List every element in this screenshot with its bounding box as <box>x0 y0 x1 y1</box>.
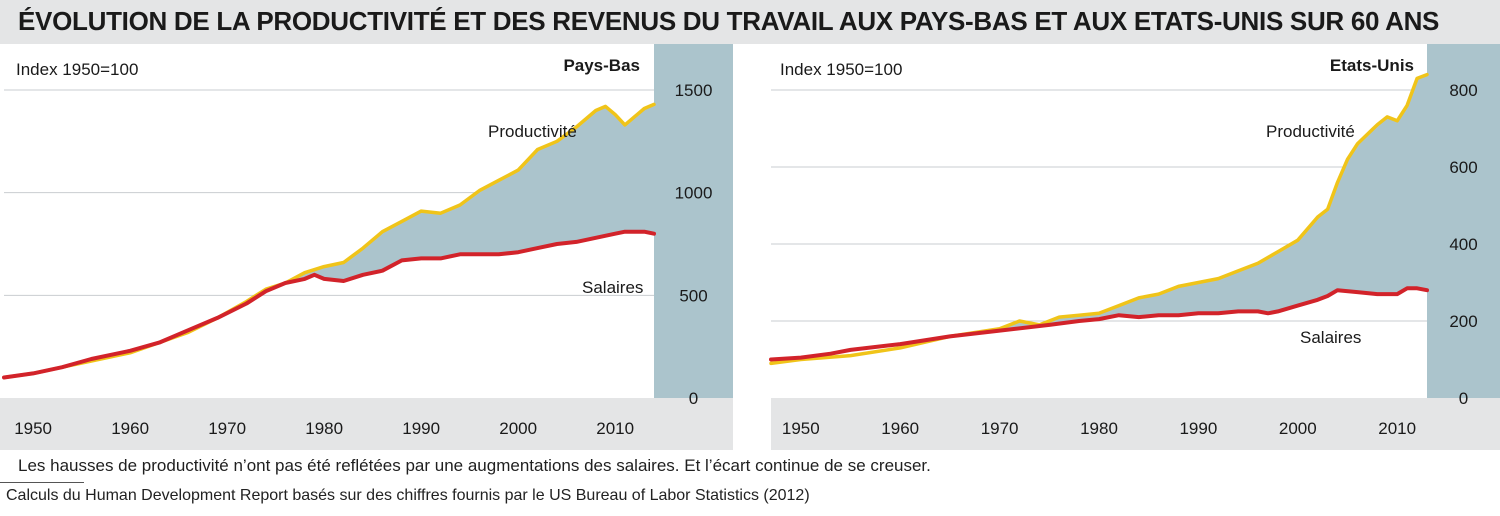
x-tick-label: 1990 <box>1179 419 1217 438</box>
annotation-productivite: Productivité <box>1266 122 1355 141</box>
x-tick-label: 1950 <box>782 419 820 438</box>
y-tick-label: 800 <box>1449 81 1477 100</box>
panel-label: Pays-Bas <box>563 56 640 75</box>
chart-source: Calculs du Human Development Report basé… <box>6 487 810 504</box>
x-tick-label: 1970 <box>208 419 246 438</box>
y-tick-label: 200 <box>1449 312 1477 331</box>
annotation-salaires: Salaires <box>582 278 643 297</box>
source-divider <box>0 482 84 483</box>
panel-label: Etats-Unis <box>1330 56 1414 75</box>
series-line-productivite <box>769 72 1429 366</box>
index-label: Index 1950=100 <box>16 60 138 79</box>
x-tick-label: 1960 <box>881 419 919 438</box>
series-line-salaires <box>769 286 1429 362</box>
panel-etats-unis: 0 200 400 600 800 1950 1960 1970 1980 1990 2000 201… <box>769 44 1500 450</box>
y-tick-label: 0 <box>689 389 698 408</box>
y-tick-label: 0 <box>1459 389 1468 408</box>
x-tick-label: 2000 <box>499 419 537 438</box>
x-tick-label: 1980 <box>1080 419 1118 438</box>
gap-area <box>771 74 1427 360</box>
x-tick-label: 1950 <box>14 419 52 438</box>
x-axis-band <box>771 398 1500 450</box>
chart-caption: Les hausses de productivité n’ont pas ét… <box>18 456 931 475</box>
x-tick-label: 2000 <box>1279 419 1317 438</box>
x-axis-band <box>0 398 733 450</box>
gap-area <box>4 104 654 378</box>
y-axis-panel <box>1427 44 1500 398</box>
x-tick-label: 2010 <box>596 419 634 438</box>
x-tick-label: 2010 <box>1378 419 1416 438</box>
series-line-salaires <box>2 229 656 380</box>
x-tick-label: 1970 <box>981 419 1019 438</box>
chart-title: ÉVOLUTION DE LA PRODUCTIVITÉ ET DES REVE… <box>18 6 1440 36</box>
index-label: Index 1950=100 <box>780 60 902 79</box>
panel-pays-bas: 0 500 1000 1500 1950 1960 1970 1980 1990 2000 2010… <box>0 44 733 450</box>
y-axis-panel <box>654 44 733 398</box>
y-tick-label: 400 <box>1449 235 1477 254</box>
y-tick-label: 500 <box>679 286 707 305</box>
y-tick-label: 1500 <box>675 81 713 100</box>
x-tick-label: 1960 <box>111 419 149 438</box>
x-tick-label: 1980 <box>305 419 343 438</box>
x-tick-label: 1990 <box>402 419 440 438</box>
y-tick-label: 1000 <box>675 184 713 203</box>
title-bar: ÉVOLUTION DE LA PRODUCTIVITÉ ET DES REVE… <box>0 0 1500 44</box>
y-tick-label: 600 <box>1449 158 1477 177</box>
annotation-salaires: Salaires <box>1300 328 1361 347</box>
annotation-productivite: Productivité <box>488 122 577 141</box>
